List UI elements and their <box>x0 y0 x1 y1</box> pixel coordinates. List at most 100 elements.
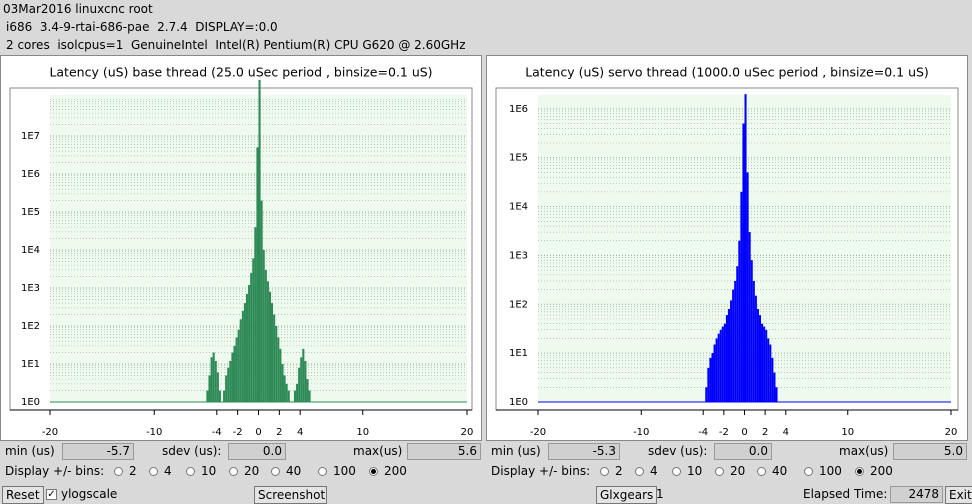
bar <box>248 284 251 402</box>
bins-label: Display +/- bins: <box>5 464 105 478</box>
bar <box>306 379 309 402</box>
bar <box>300 357 303 402</box>
bar <box>283 375 286 402</box>
bar <box>767 338 770 402</box>
x-tick-label: -20 <box>42 427 58 438</box>
bar <box>225 375 228 402</box>
bins-label: Display +/- bins: <box>491 464 591 478</box>
min-label: min (us) <box>5 444 55 458</box>
bar <box>302 348 305 402</box>
sdev-label: sdev (us): <box>162 444 222 458</box>
bar <box>266 281 269 402</box>
bar <box>206 390 209 402</box>
bar <box>231 352 234 402</box>
bins-option: 10 <box>201 464 217 478</box>
bar <box>279 348 282 402</box>
bar <box>752 280 755 402</box>
bins-radio[interactable] <box>114 467 123 476</box>
bar <box>740 191 743 402</box>
bar <box>210 357 213 402</box>
sdev-value: 0.0 <box>228 443 286 460</box>
bar <box>742 123 745 402</box>
y-tick-label: 1E3 <box>21 283 40 294</box>
x-tick-label: -10 <box>633 427 649 438</box>
bar <box>761 323 764 402</box>
bins-radio[interactable] <box>318 467 327 476</box>
bar <box>235 337 238 402</box>
bins-radio[interactable] <box>229 467 238 476</box>
bins-radio[interactable] <box>186 467 195 476</box>
min-label: min (us) <box>491 444 541 458</box>
bins-radio[interactable] <box>149 467 158 476</box>
bar <box>237 329 240 402</box>
glxgears-count: 1 <box>656 487 664 501</box>
bar <box>701 402 704 403</box>
screenshot-button[interactable]: Screenshot <box>254 486 327 504</box>
exit-button[interactable]: Exit <box>945 486 972 504</box>
bar <box>250 272 253 402</box>
x-tick-label: -2 <box>719 427 729 438</box>
x-tick-label: 10 <box>356 427 369 438</box>
sdev-label: sdev (us): <box>648 444 708 458</box>
bar <box>736 266 739 402</box>
bar <box>794 402 797 403</box>
bar <box>707 367 710 402</box>
reset-button[interactable]: Reset <box>2 486 44 504</box>
bar <box>271 303 274 402</box>
ylogscale-checkbox[interactable]: ✓ <box>46 489 57 500</box>
bins-radio[interactable] <box>855 467 864 476</box>
bins-radio[interactable] <box>369 467 378 476</box>
bar <box>256 147 259 402</box>
bar <box>771 357 774 402</box>
y-tick-label: 1E2 <box>21 321 40 332</box>
bar <box>298 367 301 402</box>
y-tick-label: 1E3 <box>509 250 528 261</box>
bar <box>216 372 219 402</box>
bar <box>268 291 272 402</box>
y-tick-label: 1E6 <box>509 104 528 115</box>
bar <box>732 289 735 402</box>
bins-option: 10 <box>687 464 703 478</box>
chart-title: Latency (uS) base thread (25.0 uSec peri… <box>49 65 432 80</box>
bar <box>212 352 215 402</box>
bar <box>304 360 307 402</box>
max-value: 5.0 <box>893 443 967 460</box>
bar <box>734 280 737 402</box>
bar <box>756 309 759 402</box>
bar <box>758 315 762 402</box>
bar <box>721 326 724 402</box>
glxgears-button[interactable]: Glxgears <box>596 486 658 504</box>
y-tick-label: 1E5 <box>21 207 40 218</box>
x-tick-label: -2 <box>233 427 243 438</box>
bins-option: 20 <box>730 464 746 478</box>
bins-radio[interactable] <box>672 467 681 476</box>
bar <box>738 240 741 402</box>
bins-radio[interactable] <box>635 467 644 476</box>
bar <box>260 200 263 402</box>
bar <box>723 323 726 402</box>
ylogscale-label: ylogscale <box>61 487 118 501</box>
bar <box>275 326 278 402</box>
bar <box>314 402 317 403</box>
bins-radio[interactable] <box>271 467 280 476</box>
y-tick-label: 1E0 <box>21 397 40 408</box>
bins-option: 20 <box>244 464 260 478</box>
bins-radio[interactable] <box>804 467 813 476</box>
max-label: max(us) <box>839 444 889 458</box>
bar <box>748 232 751 402</box>
bins-radio[interactable] <box>715 467 724 476</box>
bar <box>208 375 211 402</box>
chart-title: Latency (uS) servo thread (1000.0 uSec p… <box>525 65 929 80</box>
x-tick-label: 10 <box>841 427 854 438</box>
x-tick-label: -4 <box>212 427 222 438</box>
bar <box>252 258 255 402</box>
bar <box>746 172 749 402</box>
bar <box>727 309 731 402</box>
x-tick-label: 2 <box>276 427 282 438</box>
bins-radio[interactable] <box>600 467 609 476</box>
bar <box>791 402 795 403</box>
elapsed-label: Elapsed Time: <box>803 487 888 501</box>
bins-radio[interactable] <box>757 467 766 476</box>
y-tick-label: 1E5 <box>509 153 528 164</box>
bar <box>719 329 722 402</box>
